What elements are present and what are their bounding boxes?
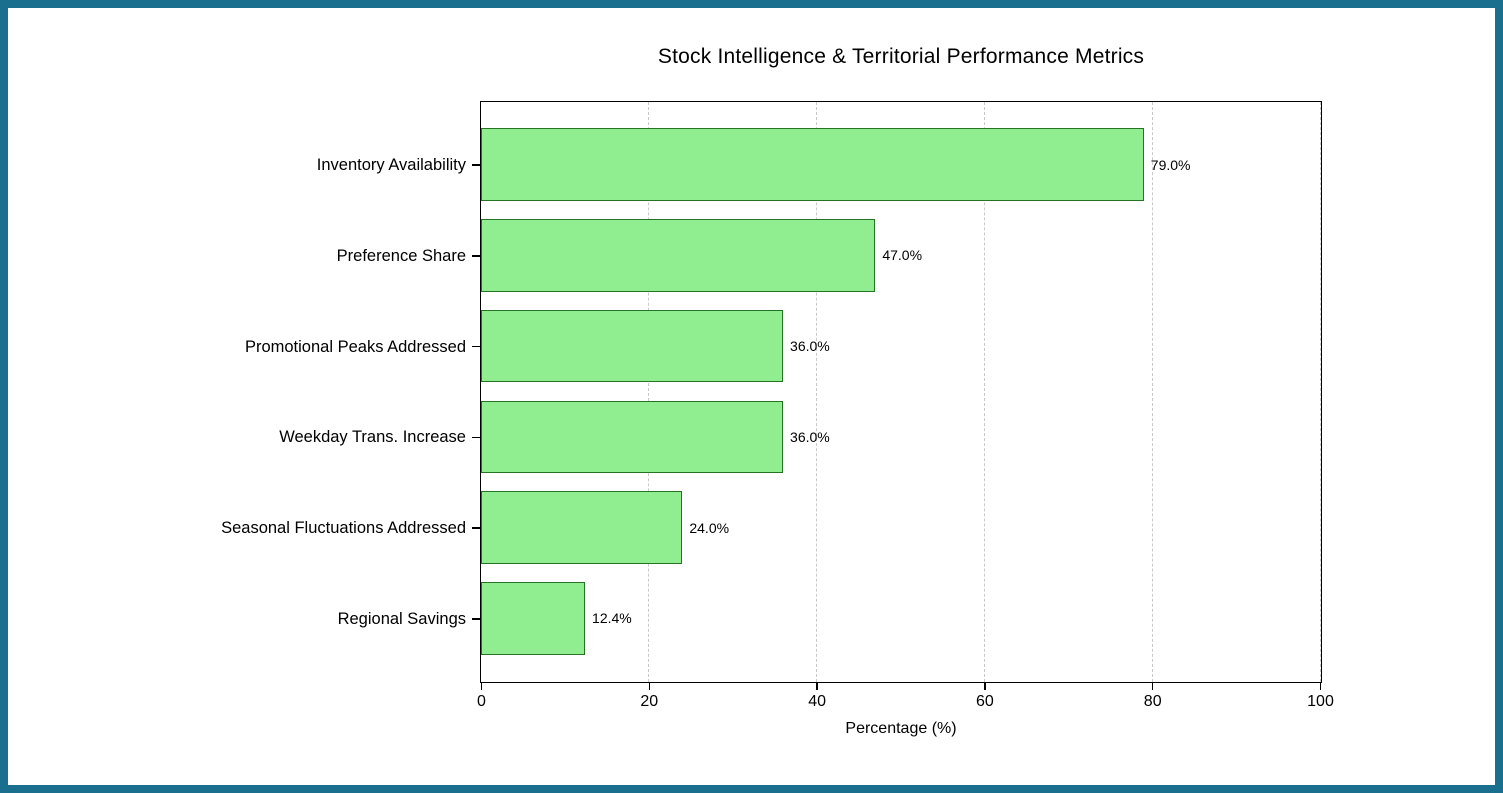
bar-value-label: 36.0% <box>790 428 830 445</box>
bar-value-label: 79.0% <box>1150 156 1191 173</box>
bar-2 <box>481 219 876 292</box>
gridline-x-80 <box>1151 102 1153 682</box>
x-tick-mark <box>1151 683 1154 690</box>
y-axis-label: Seasonal Fluctuations Addressed <box>221 519 466 538</box>
bar-5 <box>481 491 683 564</box>
x-tick-label: 20 <box>640 693 659 710</box>
y-tick-mark <box>472 345 480 348</box>
gridline-x-100 <box>1319 102 1321 682</box>
bar-value-label: 36.0% <box>790 338 830 355</box>
bar-value-label: 12.4% <box>592 610 632 627</box>
x-tick-mark <box>480 683 483 690</box>
y-tick-mark <box>472 618 480 620</box>
x-tick-label: 80 <box>1143 693 1162 710</box>
bar-6 <box>481 582 586 655</box>
bar-3 <box>481 309 784 383</box>
y-tick-mark <box>472 436 480 439</box>
x-tick-label: 100 <box>1307 693 1334 710</box>
x-tick-mark <box>816 683 818 690</box>
plot-area: 79.0% 47.0% 36.0% 36.0% 24.0% 12.4% <box>480 101 1322 683</box>
bar-4 <box>481 400 784 474</box>
bar-1 <box>481 128 1144 201</box>
x-tick-mark <box>1319 683 1322 690</box>
x-tick-label: 0 <box>477 693 486 710</box>
x-tick-mark <box>648 683 651 690</box>
gridline-x-60 <box>983 102 985 682</box>
y-axis-label: Inventory Availability <box>316 156 466 175</box>
bar-value-label: 47.0% <box>882 247 923 264</box>
gridline-x-20 <box>648 102 650 682</box>
y-tick-mark <box>472 527 480 529</box>
x-tick-label: 60 <box>975 693 994 710</box>
x-axis-label: Percentage (%) <box>845 720 957 737</box>
y-axis-label: Weekday Trans. Increase <box>279 428 466 447</box>
y-tick-mark <box>472 255 480 257</box>
y-axis-label: Promotional Peaks Addressed <box>244 337 466 356</box>
bar-value-label: 24.0% <box>689 519 730 536</box>
x-tick-label: 40 <box>808 693 826 710</box>
y-axis-label: Preference Share <box>336 246 466 265</box>
x-tick-mark <box>984 683 986 690</box>
y-axis-label: Regional Savings <box>337 609 466 628</box>
chart-title: Stock Intelligence & Territorial Perform… <box>657 45 1145 68</box>
y-tick-mark <box>472 164 480 166</box>
gridline-x-40 <box>816 102 818 682</box>
